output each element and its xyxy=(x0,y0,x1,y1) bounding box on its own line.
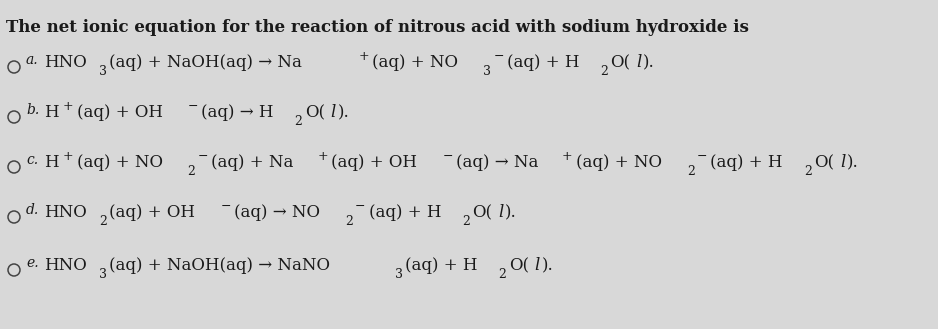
Text: (aq) + H: (aq) + H xyxy=(369,204,441,221)
Text: HNO: HNO xyxy=(44,204,86,221)
Text: (aq) + OH: (aq) + OH xyxy=(77,104,162,121)
Text: −: − xyxy=(493,50,504,63)
Text: ).: ). xyxy=(505,204,517,221)
Text: H: H xyxy=(44,104,58,121)
Text: O(: O( xyxy=(508,257,529,274)
Text: (aq) + OH: (aq) + OH xyxy=(331,154,417,171)
Text: 2: 2 xyxy=(498,268,507,281)
Text: 2: 2 xyxy=(345,215,353,228)
Text: +: + xyxy=(562,150,573,163)
Text: ).: ). xyxy=(541,257,553,274)
Text: HNO: HNO xyxy=(44,54,86,71)
Text: −: − xyxy=(220,200,231,213)
Text: 2: 2 xyxy=(687,165,695,178)
Text: 2: 2 xyxy=(188,165,195,178)
Text: a.: a. xyxy=(26,53,38,67)
Text: O(: O( xyxy=(611,54,630,71)
Text: 2: 2 xyxy=(804,165,812,178)
Text: (aq) + H: (aq) + H xyxy=(710,154,783,171)
Text: HNO: HNO xyxy=(44,257,86,274)
Text: l: l xyxy=(535,257,540,274)
Text: (aq) + NaOH(aq) → Na: (aq) + NaOH(aq) → Na xyxy=(110,54,302,71)
Text: 3: 3 xyxy=(483,65,491,78)
Text: (aq) → Na: (aq) → Na xyxy=(456,154,538,171)
Text: ).: ). xyxy=(643,54,655,71)
Text: c.: c. xyxy=(26,153,38,167)
Text: (aq) + NO: (aq) + NO xyxy=(372,54,458,71)
Text: d.: d. xyxy=(26,203,39,217)
Text: O(: O( xyxy=(472,204,492,221)
Text: −: − xyxy=(198,150,208,163)
Text: (aq) + Na: (aq) + Na xyxy=(211,154,294,171)
Text: e.: e. xyxy=(26,256,38,270)
Text: 3: 3 xyxy=(99,268,107,281)
Text: l: l xyxy=(840,154,845,171)
Text: The net ionic equation for the reaction of nitrous acid with sodium hydroxide is: The net ionic equation for the reaction … xyxy=(6,19,749,36)
Text: +: + xyxy=(358,50,369,63)
Text: (aq) + NO: (aq) + NO xyxy=(77,154,162,171)
Text: (aq) + NO: (aq) + NO xyxy=(576,154,662,171)
Text: ).: ). xyxy=(847,154,858,171)
Text: 2: 2 xyxy=(99,215,107,228)
Text: (aq) + H: (aq) + H xyxy=(405,257,477,274)
Text: l: l xyxy=(498,204,504,221)
Text: O(: O( xyxy=(305,104,325,121)
Text: (aq) + H: (aq) + H xyxy=(507,54,580,71)
Text: (aq) → H: (aq) → H xyxy=(201,104,274,121)
Text: H: H xyxy=(44,154,58,171)
Text: 2: 2 xyxy=(462,215,470,228)
Text: −: − xyxy=(355,200,366,213)
Text: 3: 3 xyxy=(99,65,107,78)
Text: −: − xyxy=(697,150,707,163)
Text: l: l xyxy=(636,54,642,71)
Text: (aq) → NO: (aq) → NO xyxy=(234,204,320,221)
Text: +: + xyxy=(63,100,73,113)
Text: O(: O( xyxy=(814,154,834,171)
Text: 2: 2 xyxy=(295,115,303,128)
Text: +: + xyxy=(318,150,328,163)
Text: 3: 3 xyxy=(395,268,402,281)
Text: −: − xyxy=(442,150,453,163)
Text: 2: 2 xyxy=(600,65,609,78)
Text: b.: b. xyxy=(26,103,39,117)
Text: ).: ). xyxy=(338,104,349,121)
Text: −: − xyxy=(188,100,198,113)
Text: +: + xyxy=(63,150,73,163)
Text: (aq) + NaOH(aq) → NaNO: (aq) + NaOH(aq) → NaNO xyxy=(110,257,330,274)
Text: (aq) + OH: (aq) + OH xyxy=(110,204,195,221)
Text: l: l xyxy=(330,104,336,121)
